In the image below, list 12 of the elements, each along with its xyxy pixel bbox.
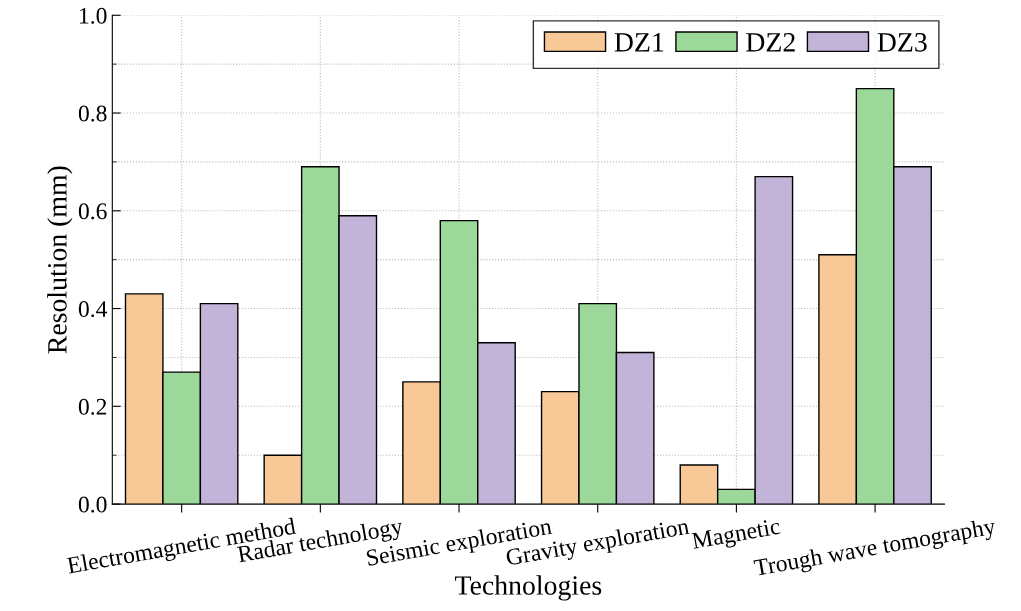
y-tick-label: 0.0 [78, 496, 107, 513]
y-tick-label: 0.6 [78, 203, 107, 220]
legend-label: DZ2 [746, 32, 795, 52]
x-axis-title: Technologies [455, 575, 602, 601]
y-axis-title: Resolution (mm) [47, 166, 73, 354]
y-tick-label: 1.0 [80, 7, 107, 24]
legend-label: DZ1 [614, 33, 664, 52]
x-tick-label: Magnetic [691, 518, 782, 554]
y-tick-label: 0.2 [78, 398, 107, 415]
legend-label: DZ3 [877, 32, 927, 52]
y-tick-label: 0.4 [78, 301, 108, 318]
y-tick-label: 0.8 [78, 105, 107, 122]
